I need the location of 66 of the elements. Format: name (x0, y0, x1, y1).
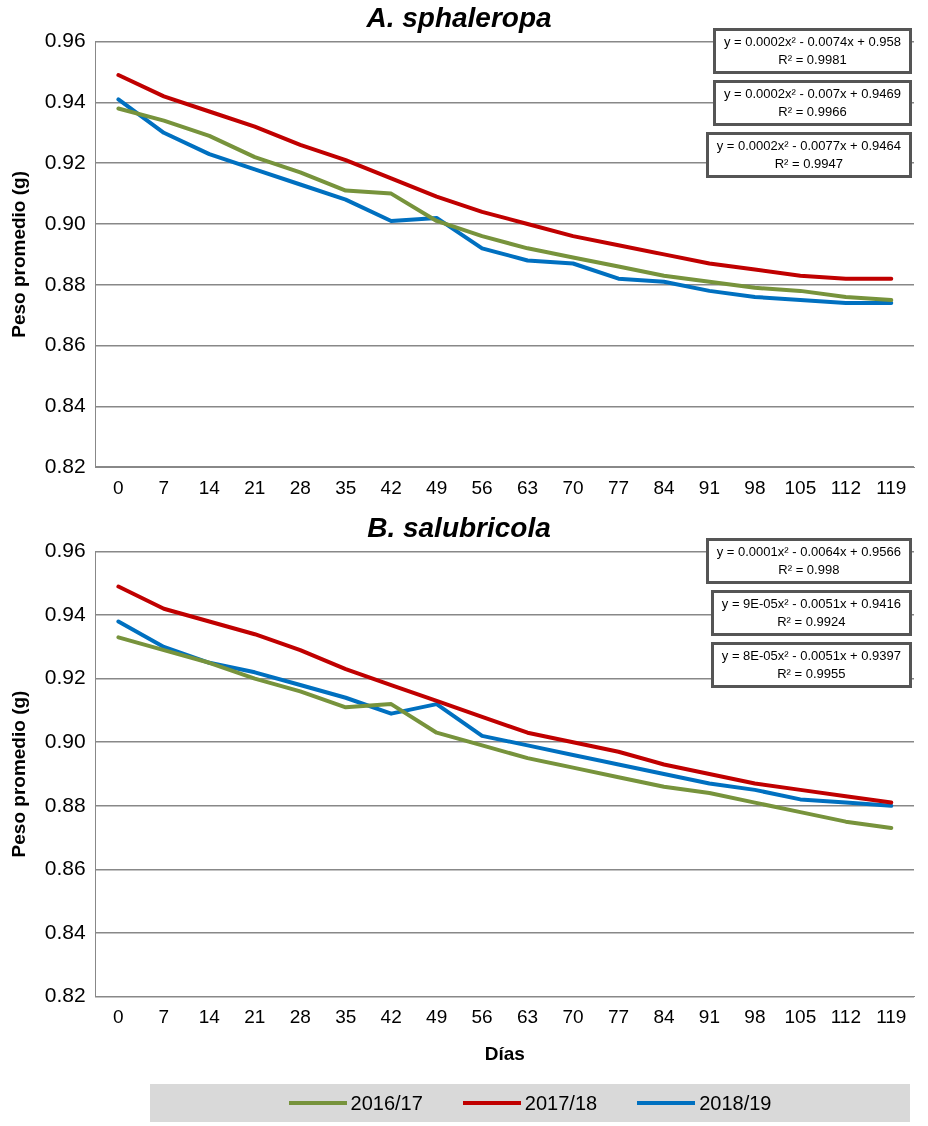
x-tick-label: 56 (471, 476, 493, 498)
x-tick-label: 112 (830, 476, 861, 498)
x-tick-label: 49 (426, 476, 448, 498)
y-tick-label: 0.90 (44, 729, 86, 753)
x-tick-label: 119 (876, 1006, 907, 1028)
y-axis-title: Peso promedio (g) (7, 690, 29, 858)
x-tick-label: 105 (784, 476, 817, 498)
x-tick-label: 35 (335, 476, 357, 498)
annotation: y = 0.0002x² - 0.0077x + 0.9464 R² = 0.9947 (705, 132, 912, 178)
y-tick-label: 0.94 (44, 89, 86, 113)
x-tick-label: 21 (244, 1006, 266, 1028)
x-tick-label: 28 (289, 1006, 311, 1028)
x-axis-title: Días (484, 1042, 525, 1064)
y-tick-label: 0.94 (44, 601, 86, 625)
legend-label: 2016/17 (350, 1091, 423, 1115)
y-tick-label: 0.86 (44, 856, 86, 880)
chart-title: B. salubricola (367, 511, 551, 543)
annotation: y = 0.0001x² - 0.0064x + 0.9566 R² = 0.998 (705, 538, 912, 584)
x-tick-label: 21 (244, 476, 266, 498)
x-tick-label: 14 (198, 476, 221, 498)
x-tick-label: 42 (380, 476, 402, 498)
y-tick-label: 0.88 (44, 271, 86, 295)
y-tick-label: 0.88 (44, 792, 86, 816)
y-tick-label: 0.86 (44, 332, 86, 356)
x-tick-label: 91 (698, 476, 720, 498)
x-tick-label: 7 (158, 1006, 170, 1028)
y-tick-label: 0.84 (44, 393, 86, 417)
x-tick-label: 98 (744, 1006, 766, 1028)
x-tick-label: 0 (113, 1006, 124, 1028)
x-tick-label: 63 (517, 476, 539, 498)
y-tick-label: 0.92 (44, 665, 86, 689)
legend-label: 2017/18 (524, 1091, 598, 1115)
y-tick-label: 0.92 (44, 150, 86, 173)
x-tick-label: 77 (607, 1006, 630, 1028)
y-tick-label: 0.82 (44, 983, 86, 1007)
x-tick-label: 70 (562, 476, 584, 498)
y-tick-label: 0.82 (44, 454, 86, 477)
x-tick-label: 7 (158, 476, 170, 498)
y-tick-label: 0.84 (44, 919, 86, 943)
x-tick-label: 105 (784, 1006, 817, 1028)
legend-label: 2018/19 (699, 1091, 772, 1115)
chart-title: A. sphaleropa (365, 1, 552, 33)
y-axis-title: Peso promedio (g) (7, 171, 29, 338)
y-tick-label: 0.96 (44, 538, 86, 562)
x-tick-label: 14 (198, 1006, 221, 1028)
x-tick-label: 91 (698, 1006, 720, 1028)
x-tick-label: 112 (830, 1006, 861, 1028)
x-tick-label: 49 (426, 1006, 448, 1028)
x-tick-label: 119 (876, 476, 907, 498)
annotation: y = 8E-05x² - 0.0051x + 0.9397 R² = 0.9955 (710, 642, 912, 688)
x-tick-label: 56 (471, 1006, 493, 1028)
x-tick-label: 70 (562, 1006, 584, 1028)
x-tick-label: 84 (653, 476, 675, 498)
annotation: y = 0.0002x² - 0.0074x + 0.958 R² = 0.9981 (712, 28, 912, 74)
x-tick-label: 0 (113, 476, 124, 498)
x-tick-label: 42 (380, 1006, 402, 1028)
x-tick-label: 77 (607, 476, 630, 498)
x-tick-label: 98 (744, 476, 766, 498)
annotation: y = 9E-05x² - 0.0051x + 0.9416 R² = 0.9924 (710, 590, 912, 636)
x-tick-label: 35 (335, 1006, 357, 1028)
x-tick-label: 84 (653, 1006, 675, 1028)
x-tick-label: 28 (289, 476, 311, 498)
annotation: y = 0.0002x² - 0.007x + 0.9469 R² = 0.9966 (712, 80, 912, 126)
y-tick-label: 0.96 (44, 28, 86, 52)
y-tick-label: 0.90 (44, 210, 86, 234)
x-tick-label: 63 (517, 1006, 539, 1028)
